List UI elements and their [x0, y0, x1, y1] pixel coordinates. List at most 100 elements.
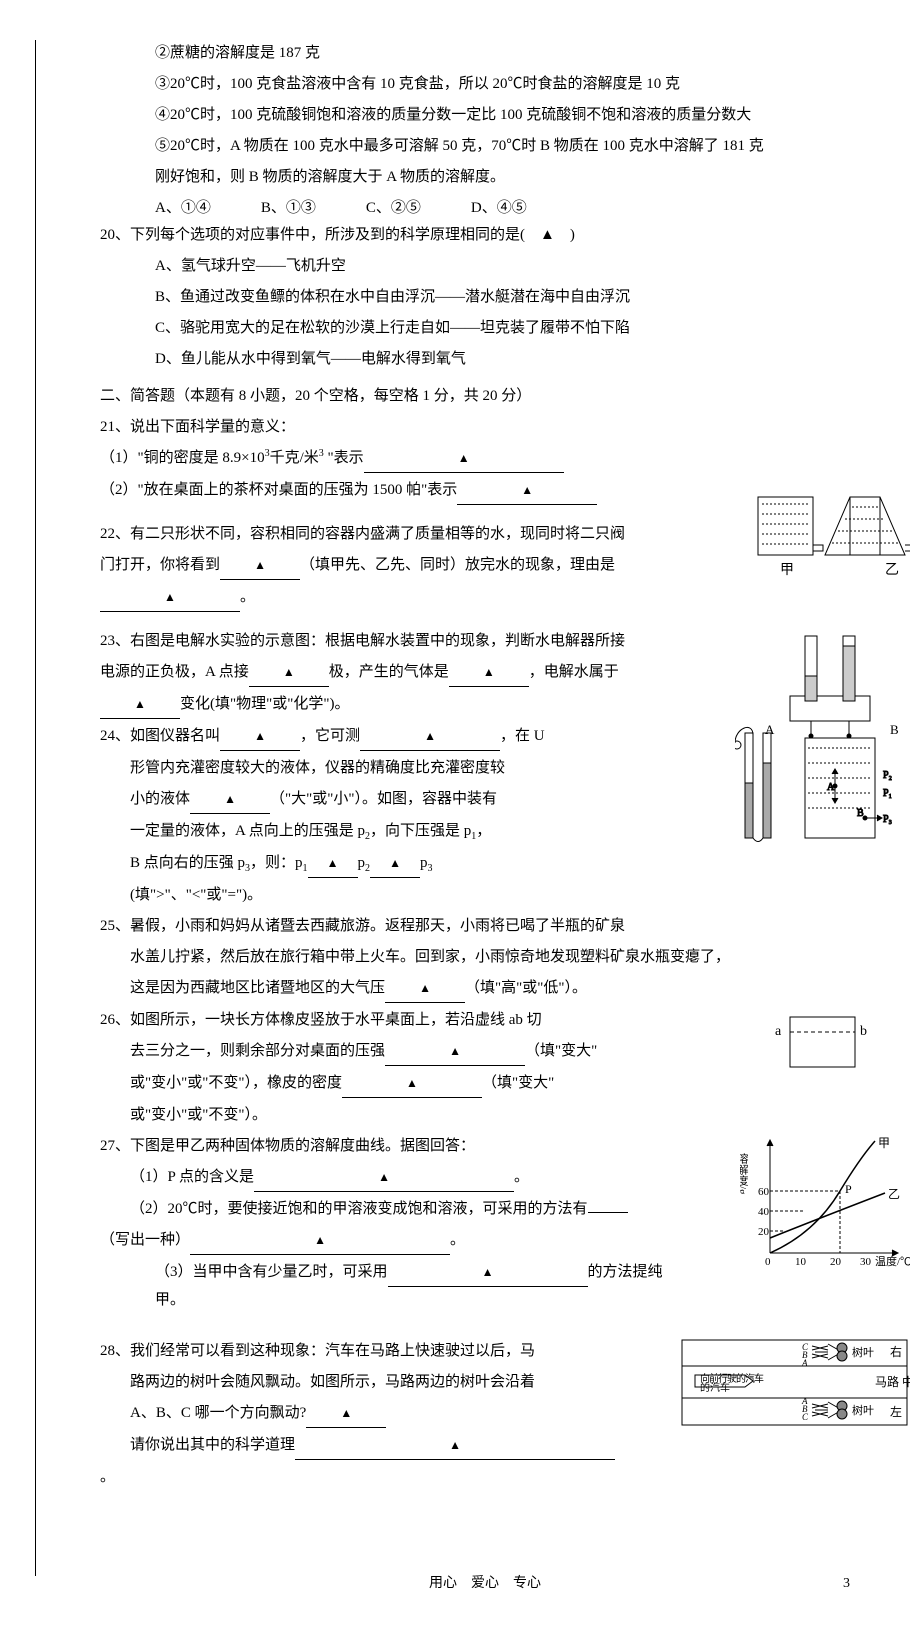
q18-option3: ③20℃时，100 克食盐溶液中含有 10 克食盐，所以 20℃时食盐的溶解度是… — [100, 71, 870, 98]
svg-text:C: C — [802, 1412, 809, 1422]
q26-l4: 或"变小"或"不变"）。 — [100, 1102, 870, 1129]
svg-text:溶解度/g: 溶解度/g — [740, 1152, 749, 1195]
q24-blank3[interactable] — [190, 786, 270, 814]
svg-text:乙: 乙 — [885, 562, 899, 578]
q23-l1: 23、右图是电解水实验的示意图：根据电解水装置中的现象，判断水电解器所接 — [100, 628, 670, 655]
q20-opt-c: C、骆驼用宽大的足在松软的沙漠上行走自如——坦克装了履带不怕下陷 — [100, 315, 870, 342]
svg-text:甲: 甲 — [780, 563, 794, 578]
q24-blank5[interactable] — [370, 850, 420, 878]
q24-l6: (填">"、"<"或"=")。 — [100, 882, 870, 909]
period: 。 — [100, 1464, 870, 1491]
svg-text:的汽车: 的汽车 — [700, 1381, 730, 1394]
svg-text:20: 20 — [758, 1226, 770, 1238]
q27-p1: （1）P 点的含义是。 — [100, 1164, 670, 1192]
q24-figure: A P₂ P₁ B P₃ — [735, 723, 910, 858]
svg-text:A: A — [801, 1358, 808, 1368]
q18-options: A、①④ B、①③ C、②⑤ D、④⑤ — [100, 195, 870, 222]
q24-blank1[interactable] — [220, 723, 300, 751]
svg-text:b: b — [860, 1024, 867, 1039]
q25-blank1[interactable] — [385, 975, 465, 1003]
q20-opt-d: D、鱼儿能从水中得到氧气——电解水得到氧气 — [100, 346, 870, 373]
q24-l3: 小的液体（"大"或"小"）。如图，容器中装有 — [100, 786, 670, 814]
svg-text:30: 30 — [860, 1256, 872, 1268]
q26-blank1[interactable] — [385, 1038, 525, 1066]
q24-blank4[interactable] — [308, 850, 358, 878]
page-footer: 用心 爱心 专心 3 — [100, 1571, 870, 1596]
svg-text:左: 左 — [890, 1404, 902, 1419]
q18-option4: ④20℃时，100 克硫酸铜饱和溶液的质量分数一定比 100 克硫酸铜不饱和溶液… — [100, 102, 870, 129]
q24-l5: B 点向右的压强 p3，则：p1p2p3 — [100, 850, 670, 878]
q18-opt-d: D、④⑤ — [471, 195, 527, 222]
q26-figure: a b — [760, 1007, 900, 1082]
q21-p1: （1）"铜的密度是 8.9×103千克/米3 "表示 — [100, 445, 870, 473]
svg-text:温度/℃: 温度/℃ — [875, 1254, 910, 1268]
svg-text:a: a — [775, 1024, 782, 1039]
svg-text:树叶: 树叶 — [852, 1403, 874, 1417]
q22-l2: 门打开，你将看到（填甲先、乙先、同时）放完水的现象，理由是 — [100, 552, 670, 580]
svg-text:A: A — [827, 782, 835, 793]
svg-text:B: B — [857, 808, 864, 819]
q22-l1: 22、有二只形状不同，容积相同的容器内盛满了质量相等的水，现同时将二只阀 — [100, 521, 670, 548]
q27-p2b: （写出一种）。 — [100, 1227, 670, 1255]
footer-text: 用心 爱心 专心 — [429, 1576, 541, 1591]
q20-opt-a: A、氢气球升空——飞机升空 — [100, 253, 870, 280]
q18-option5b: 刚好饱和，则 B 物质的溶解度大于 A 物质的溶解度。 — [100, 164, 870, 191]
q24-blank2[interactable] — [360, 723, 500, 751]
q22-figure: 甲 乙 — [750, 489, 910, 584]
q26-l2: 去三分之一，则剩余部分对桌面的压强（填"变大" — [100, 1038, 670, 1066]
q25-l2: 水盖儿拧紧，然后放在旅行箱中带上火车。回到家，小雨惊奇地发现塑料矿泉水瓶变瘪了， — [100, 944, 870, 971]
q24-l4: 一定量的液体，A 点向上的压强是 p2，向下压强是 p1， — [100, 818, 670, 846]
q28-blank1[interactable] — [306, 1400, 386, 1428]
section2-title: 二、简答题（本题有 8 小题，20 个空格，每空格 1 分，共 20 分） — [100, 383, 870, 410]
page-number: 3 — [843, 1571, 850, 1596]
svg-text:甲: 甲 — [878, 1136, 890, 1150]
q23-blank3[interactable] — [100, 691, 180, 719]
q22-blank2[interactable] — [100, 584, 240, 612]
q26-l3: 或"变小"或"不变"），橡皮的密度（填"变大" — [100, 1070, 670, 1098]
svg-text:0: 0 — [765, 1256, 771, 1268]
q28-l4: 请你说出其中的科学道理 — [100, 1432, 650, 1460]
svg-text:10: 10 — [795, 1256, 807, 1268]
q27-blank1[interactable] — [254, 1164, 514, 1192]
q18-option5a: ⑤20℃时，A 物质在 100 克水中最多可溶解 50 克，70℃时 B 物质在… — [100, 133, 870, 160]
q22-l3: 。 — [100, 584, 870, 612]
q21-blank2[interactable] — [457, 477, 597, 505]
q24-l1: 24、如图仪器名叫，它可测，在 U — [100, 723, 670, 751]
svg-text:P₁: P₁ — [883, 788, 892, 799]
q25-l3: 这是因为西藏地区比诸暨地区的大气压（填"高"或"低"）。 — [100, 975, 870, 1003]
q25-l1: 25、暑假，小雨和妈妈从诸暨去西藏旅游。返程那天，小雨将已喝了半瓶的矿泉 — [100, 913, 870, 940]
q27-p3: （3）当甲中含有少量乙时，可采用的方法提纯甲。 — [100, 1259, 670, 1314]
q27-p2: （2）20℃时，要使接近饱和的甲溶液变成饱和溶液，可采用的方法有 — [100, 1196, 670, 1223]
q21-stem: 21、说出下面科学量的意义： — [100, 414, 870, 441]
q23-blank2[interactable] — [449, 659, 529, 687]
svg-text:60: 60 — [758, 1186, 770, 1198]
q28-l1: 28、我们经常可以看到这种现象：汽车在马路上快速驶过以后，马 — [100, 1338, 600, 1365]
svg-text:P: P — [845, 1182, 852, 1196]
q20-stem: 20、下列每个选项的对应事件中，所涉及到的科学原理相同的是( ▲ ) — [100, 222, 870, 249]
svg-text:40: 40 — [758, 1206, 770, 1218]
q24-l2: 形管内充灌密度较大的液体，仪器的精确度比充灌密度较 — [100, 755, 670, 782]
q28-blank2[interactable] — [295, 1432, 615, 1460]
q18-opt-b: B、①③ — [261, 195, 316, 222]
q21-blank1[interactable] — [364, 445, 564, 473]
svg-text:乙: 乙 — [888, 1187, 900, 1201]
q28-l2: 路两边的树叶会随风飘动。如图所示，马路两边的树叶会沿着 — [100, 1369, 600, 1396]
q28-figure: 向前行驶的汽车 的汽车 树叶 树叶 右 马路 中 左 C B A A B C — [680, 1338, 910, 1428]
svg-text:20: 20 — [830, 1256, 842, 1268]
q23-l2: 电源的正负极，A 点接极，产生的气体是，电解水属于 — [100, 659, 670, 687]
q23-blank1[interactable] — [249, 659, 329, 687]
q27-figure: 溶解度/g 60 40 20 0 10 20 30 温度/℃ 甲 乙 P — [740, 1133, 910, 1273]
q27-blank3[interactable] — [388, 1259, 588, 1287]
svg-text:马路 中: 马路 中 — [875, 1374, 910, 1389]
q22-blank1[interactable] — [220, 552, 300, 580]
q18-opt-c: C、②⑤ — [366, 195, 421, 222]
svg-text:P₂: P₂ — [883, 770, 892, 781]
svg-text:右: 右 — [890, 1344, 902, 1359]
q26-blank2[interactable] — [342, 1070, 482, 1098]
svg-text:P₃: P₃ — [883, 814, 892, 825]
svg-text:树叶: 树叶 — [852, 1345, 874, 1359]
q26-l1: 26、如图所示，一块长方体橡皮竖放于水平桌面上，若沿虚线 ab 切 — [100, 1007, 670, 1034]
q18-option2: ②蔗糖的溶解度是 187 克 — [100, 40, 870, 67]
q27-blank2[interactable] — [190, 1227, 450, 1255]
q28-l3: A、B、C 哪一个方向飘动? — [100, 1400, 600, 1428]
